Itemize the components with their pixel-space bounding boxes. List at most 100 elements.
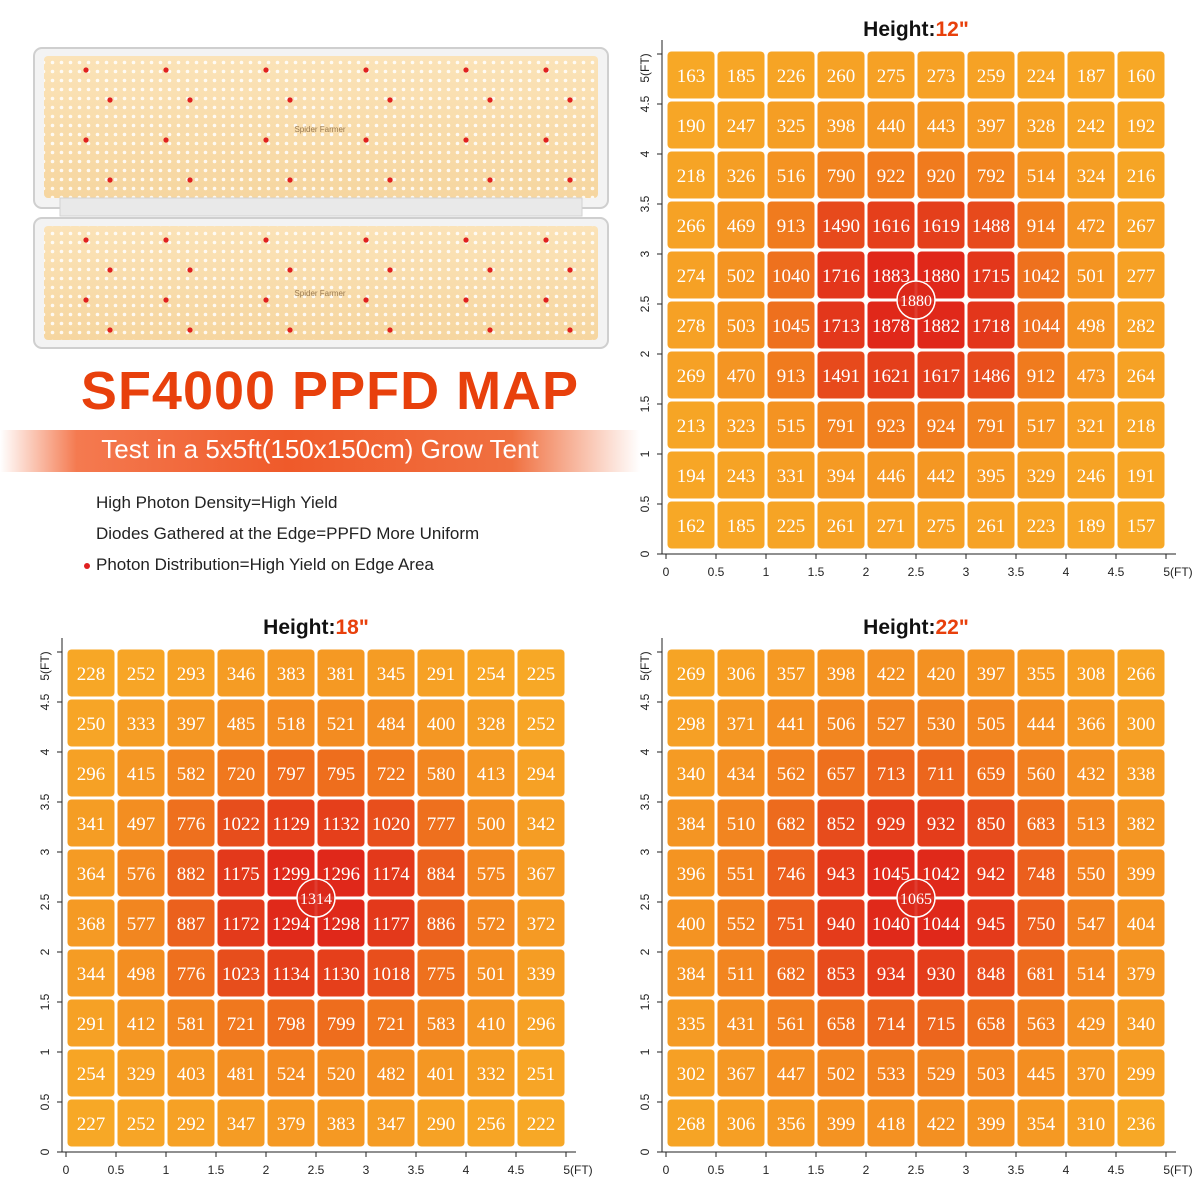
heatmap-cell: [867, 151, 915, 199]
heatmap-cell: [817, 999, 865, 1047]
y-tick-label: 2.5: [38, 893, 52, 910]
heatmap-cell: [517, 1049, 565, 1097]
cell-value-label: 501: [1077, 266, 1106, 287]
cell-value-label: 293: [177, 664, 206, 685]
heatmap-cell: [767, 949, 815, 997]
x-tick-label: 0: [63, 1163, 70, 1177]
heatmap-cell: [667, 101, 715, 149]
cell-value-label: 292: [177, 1114, 206, 1135]
cell-value-label: 790: [827, 166, 856, 187]
heatmap-cell: [1017, 649, 1065, 697]
chart-title-height: 18": [336, 616, 369, 639]
cell-value-label: 1044: [922, 914, 961, 935]
red-led-dot: [567, 177, 573, 183]
heatmap-cell: [1017, 1049, 1065, 1097]
cell-value-label: 399: [827, 1114, 856, 1135]
heatmap-cell: [1117, 1099, 1165, 1147]
y-tick-label: 5(FT): [38, 651, 52, 680]
cell-value-label: 247: [727, 116, 756, 137]
heatmap-cell: [717, 401, 765, 449]
grow-light-illustration: Spider Farmer Spider Farmer: [33, 47, 609, 349]
cell-value-label: 256: [477, 1114, 506, 1135]
y-tick-label: 0.5: [38, 1093, 52, 1110]
heatmap-cell: [517, 649, 565, 697]
cell-value-label: 192: [1127, 116, 1156, 137]
heatmap-cell: [467, 799, 515, 847]
cell-value-label: 306: [727, 1114, 756, 1135]
cell-value-label: 912: [1027, 366, 1056, 387]
cell-value-label: 277: [1127, 266, 1156, 287]
heatmap-cell: [817, 251, 865, 299]
heatmap-cell: [67, 699, 115, 747]
cell-value-label: 261: [977, 516, 1006, 537]
cell-value-label: 397: [977, 116, 1006, 137]
red-led-dot: [187, 267, 193, 273]
cell-value-label: 714: [877, 1014, 906, 1035]
cell-value-label: 1040: [772, 266, 810, 287]
cell-value-label: 560: [1027, 764, 1056, 785]
heatmap-cell: [667, 999, 715, 1047]
heatmap-cell: [1117, 351, 1165, 399]
red-led-dot: [487, 327, 493, 333]
heatmap-cell: [867, 999, 915, 1047]
heatmap-cell: [67, 649, 115, 697]
cell-value-label: 481: [227, 1064, 256, 1085]
red-led-dot: [287, 97, 293, 103]
cell-value-label: 269: [677, 366, 706, 387]
x-tick-label: 2.5: [308, 1163, 325, 1177]
heatmap-cell: [117, 649, 165, 697]
cell-value-label: 583: [427, 1014, 456, 1035]
cell-value-label: 1132: [322, 814, 359, 835]
cell-value-label: 922: [877, 166, 906, 187]
cell-value-label: 472: [1077, 216, 1106, 237]
cell-value-label: 1296: [322, 864, 360, 885]
heatmap-cell: [1067, 501, 1115, 549]
cell-value-label: 224: [1027, 66, 1056, 87]
cell-value-label: 1486: [972, 366, 1010, 387]
x-tick-label: 3: [363, 1163, 370, 1177]
cell-value-label: 748: [1027, 864, 1056, 885]
heatmap-cell: [667, 899, 715, 947]
cell-value-label: 403: [177, 1064, 206, 1085]
cell-value-label: 1023: [222, 964, 260, 985]
heatmap-cell: [1067, 699, 1115, 747]
cell-value-label: 1044: [1022, 316, 1061, 337]
cell-value-label: 751: [777, 914, 806, 935]
cell-value-label: 329: [127, 1064, 156, 1085]
heatmap-cell: [217, 749, 265, 797]
heatmap-cell: [1117, 401, 1165, 449]
cell-value-label: 1299: [272, 864, 310, 885]
cell-value-label: 1020: [372, 814, 410, 835]
cell-value-label: 1619: [922, 216, 960, 237]
red-led-dot: [187, 97, 193, 103]
heatmap-cell: [867, 1099, 915, 1147]
center-value-label: 1880: [900, 293, 932, 310]
cell-value-label: 1022: [222, 814, 260, 835]
heatmap-cell: [667, 949, 715, 997]
cell-value-label: 347: [227, 1114, 256, 1135]
heatmap-cell: [67, 1049, 115, 1097]
heatmap-cell: [867, 51, 915, 99]
red-led-dot: [487, 177, 493, 183]
heatmap-cell: [817, 351, 865, 399]
red-led-dot: [163, 297, 169, 303]
cell-value-label: 298: [677, 714, 706, 735]
cell-value-label: 469: [727, 216, 756, 237]
cell-value-label: 852: [827, 814, 856, 835]
cell-value-label: 371: [727, 714, 756, 735]
heatmap-cell: [217, 649, 265, 697]
cell-value-label: 308: [1077, 664, 1106, 685]
cell-value-label: 397: [177, 714, 206, 735]
heatmap-cell: [717, 51, 765, 99]
ppfd-heatmap-12in: Height:12"163 185 226 260 275 273 259 224 187 160…: [638, 18, 1192, 579]
heatmap-cell: [67, 799, 115, 847]
heatmap-cell: [667, 51, 715, 99]
heatmap-cell: [1067, 351, 1115, 399]
cell-value-label: 422: [927, 1114, 956, 1135]
x-tick-label: 3.5: [1008, 565, 1025, 579]
heatmap-cell: [417, 1049, 465, 1097]
cell-value-label: 384: [677, 814, 706, 835]
x-tick-label: 1: [763, 565, 770, 579]
cell-value-label: 345: [377, 664, 406, 685]
cell-value-label: 580: [427, 764, 456, 785]
